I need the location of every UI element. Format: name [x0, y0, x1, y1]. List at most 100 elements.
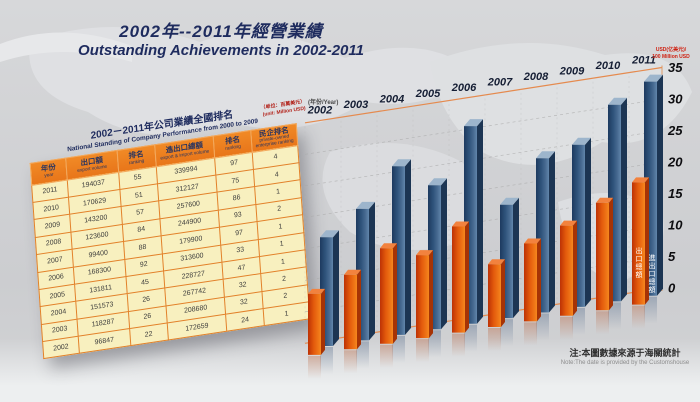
- x-axis-year-label: 2009: [559, 65, 585, 77]
- export-bar-reflection: [416, 339, 429, 363]
- y-axis-tick: 30: [668, 92, 683, 107]
- y-axis-tick: 15: [668, 186, 683, 201]
- x-axis-year-label: 2007: [487, 77, 513, 89]
- export-bar-2004: [380, 248, 393, 344]
- export-bar-top: [380, 243, 397, 249]
- total-bar-reflection: [464, 324, 477, 352]
- export-bar-reflection: [380, 344, 393, 368]
- x-axis-year-label: 2002: [307, 105, 332, 117]
- export-bar-side: [465, 221, 469, 333]
- total-bar-top: [356, 201, 375, 209]
- total-bar-top: [644, 74, 663, 82]
- total-bar-reflection: [428, 330, 441, 358]
- export-bar-side: [573, 220, 577, 316]
- total-bar-top: [536, 151, 555, 159]
- total-bar-reflection: [320, 347, 333, 374]
- total-bar-side: [477, 119, 483, 324]
- export-bar-side: [393, 243, 397, 344]
- total-bar-reflection: [392, 335, 405, 363]
- gridline: [304, 98, 663, 155]
- y-axis-unit-line2: 100 Million USD: [652, 54, 690, 61]
- total-bar-side: [405, 159, 411, 335]
- gridline: [304, 130, 663, 187]
- export-bar-label: 出口總額: [635, 247, 642, 279]
- export-bar-reflection: [524, 322, 537, 346]
- export-bar-2003: [344, 274, 357, 350]
- main-title: 2002年--2011年經營業績 Outstanding Achievement…: [56, 22, 386, 59]
- export-bar-top: [344, 269, 361, 275]
- export-bar-side: [645, 177, 649, 305]
- export-bar-side: [429, 250, 433, 339]
- total-bar-reflection: [608, 302, 621, 330]
- x-axis-year-label: 2006: [451, 82, 477, 94]
- total-bar-top: [608, 97, 627, 105]
- export-bar-2006: [452, 226, 465, 333]
- total-bar-top: [572, 137, 591, 145]
- total-bar-side: [369, 201, 375, 341]
- x-axis-year-label: 2008: [523, 71, 549, 83]
- main-title-chinese: 2002年--2011年經營業績: [119, 22, 323, 41]
- y-axis-unit-line1: USD(亿美元)/: [655, 47, 687, 53]
- total-bar-side: [585, 137, 591, 307]
- export-bar-2009: [560, 225, 573, 316]
- export-bar-top: [488, 259, 505, 265]
- total-bar-reflection: [356, 341, 369, 369]
- total-bar-top: [464, 119, 483, 127]
- source-note: 注:本圖數據來源于海關統計 Note:The date is provided …: [552, 347, 698, 367]
- total-bar-side: [333, 230, 339, 346]
- export-bar-side: [537, 238, 541, 322]
- export-bar-2002: [308, 293, 321, 355]
- total-bar-side: [549, 151, 555, 313]
- y-axis-unit-label: USD(亿美元)/ 100 Million USD: [644, 47, 698, 62]
- export-bar-2007: [488, 264, 501, 327]
- export-bar-reflection: [560, 316, 573, 340]
- total-bar-side: [441, 178, 447, 330]
- export-bar-top: [596, 197, 613, 203]
- total-bar-side: [621, 97, 627, 302]
- total-bar-reflection: [572, 307, 585, 335]
- total-bar-side: [513, 197, 519, 319]
- export-bar-2011: [632, 182, 645, 305]
- export-bar-top: [416, 250, 433, 256]
- x-axis-label: (年份/Year): [308, 100, 339, 106]
- y-axis-tick: 25: [667, 123, 683, 138]
- total-bar-reflection: [500, 319, 513, 347]
- x-axis-year-label: 2004: [379, 93, 404, 105]
- export-bar-reflection: [488, 328, 501, 351]
- export-bar-top: [524, 238, 541, 244]
- y-axis-tick: 10: [668, 218, 683, 233]
- export-bar-2005: [416, 255, 429, 339]
- export-bar-top: [308, 288, 325, 294]
- export-bar-reflection: [452, 333, 465, 357]
- export-bar-reflection: [596, 311, 609, 335]
- main-title-english: Outstanding Achievements in 2002-2011: [78, 41, 364, 59]
- y-axis-tick: 20: [667, 155, 683, 170]
- export-bar-side: [357, 269, 361, 350]
- total-bar-top: [320, 230, 339, 238]
- x-axis-year-label: 2010: [595, 60, 621, 72]
- total-bar-reflection: [536, 313, 549, 341]
- export-bar-side: [501, 259, 505, 327]
- total-bar-reflection: [644, 296, 657, 324]
- export-bar-top: [452, 221, 469, 227]
- export-bar-side: [609, 197, 613, 311]
- x-axis-year-label: 2011: [631, 54, 656, 66]
- source-note-chinese: 注:本圖數據來源于海關統計: [569, 348, 681, 358]
- y-axis-tick: 5: [668, 249, 676, 264]
- export-bar-top: [560, 220, 577, 226]
- export-bar-top: [632, 177, 649, 183]
- x-axis-year-label: 2003: [343, 99, 368, 111]
- chart-frame-line: [304, 66, 663, 124]
- export-bar-2008: [524, 243, 537, 322]
- total-bar-top: [428, 178, 447, 186]
- x-axis-year-label: 2005: [415, 88, 441, 100]
- total-bar-label: 進出口總額: [648, 254, 655, 294]
- source-note-english: Note:The date is provided by the Customs…: [560, 360, 690, 367]
- total-bar-side: [657, 74, 663, 296]
- y-axis-tick: 35: [668, 60, 683, 75]
- total-bar-top: [500, 197, 519, 205]
- export-bar-2010: [596, 202, 609, 311]
- export-bar-reflection: [308, 355, 321, 379]
